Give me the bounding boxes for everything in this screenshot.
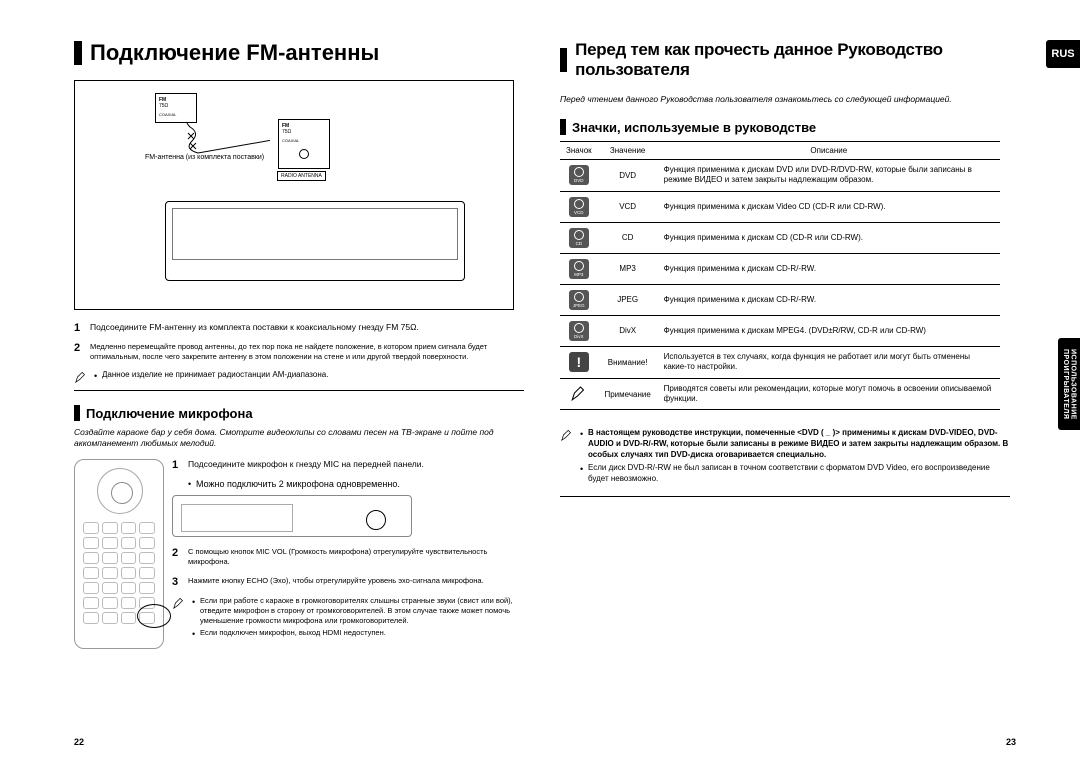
section-icons-title: Значки, используемые в руководстве	[572, 120, 816, 135]
page-num-right: 23	[1006, 737, 1016, 747]
disc-icon: DivX	[569, 321, 589, 341]
subtitle-right: Перед чтением данного Руководства пользо…	[560, 94, 1010, 105]
section-icons: Значки, используемые в руководстве	[560, 119, 1010, 135]
disc-icon: MP3	[569, 259, 589, 279]
row-name: Внимание!	[598, 346, 658, 378]
row-desc: Функция применима к дискам Video CD (CD-…	[658, 191, 1000, 222]
fm-steps: 1Подсоедините FM-антенну из комплекта по…	[74, 322, 524, 362]
note-icon	[560, 428, 574, 442]
disc-icon: JPEG	[569, 290, 589, 310]
disc-icon: VCD	[569, 197, 589, 217]
row-desc: Функция применима к дискам DVD или DVD-R…	[658, 160, 1000, 192]
note-right: В настоящем руководстве инструкции, поме…	[560, 428, 1010, 486]
table-row: JPEGJPEGФункция применима к дискам CD-R/…	[560, 284, 1000, 315]
note-am-text: Данное изделие не принимает радиостанции…	[94, 370, 328, 381]
note-icon	[74, 370, 88, 384]
th-meaning: Значение	[598, 142, 658, 160]
section-mic: Подключение микрофона	[74, 405, 524, 421]
row-name: CD	[598, 222, 658, 253]
disc-icon: !	[569, 352, 589, 372]
mic-step-1: Подсоедините микрофон к гнезду MIC на пе…	[188, 459, 424, 471]
mic-block: 1Подсоедините микрофон к гнезду MIC на п…	[74, 459, 524, 649]
title-right-text: Перед тем как прочесть данное Руководств…	[575, 40, 1010, 80]
side-tab: ИСПОЛЬЗОВАНИЕ ПРОИГРЫВАТЕЛЯ	[1058, 338, 1080, 430]
table-row: VCDVCDФункция применима к дискам Video C…	[560, 191, 1000, 222]
fm-box-2: FM75Ω COAXIAL	[278, 119, 330, 169]
step-a2: Медленно перемещайте провод антенны, до …	[90, 342, 524, 362]
table-row: ! Внимание!Используется в тех случаях, ко…	[560, 346, 1000, 378]
fm-diagram: FM75Ω COAXIAL FM75Ω COAXIAL RADIO ANTENN…	[74, 80, 514, 310]
mic-step-2: С помощью кнопок MIC VOL (Громкость микр…	[188, 547, 524, 567]
note-icon	[172, 596, 186, 610]
note-mic: Если при работе с караоке в громкоговори…	[172, 596, 524, 641]
note-right-2: Если диск DVD-R/-RW не был записан в точ…	[580, 463, 1010, 485]
row-name: JPEG	[598, 284, 658, 315]
title-left: Подключение FM-антенны	[74, 40, 524, 66]
title-tick	[74, 41, 82, 65]
mic-step-3: Нажмите кнопку ECHO (Эхо), чтобы отрегул…	[188, 576, 484, 588]
table-row: MP3MP3Функция применима к дискам CD-R/-R…	[560, 253, 1000, 284]
fm-box-1: FM75Ω COAXIAL	[155, 93, 197, 123]
row-name: DivX	[598, 315, 658, 346]
row-desc: Функция применима к дискам CD-R/-RW.	[658, 253, 1000, 284]
table-row: ПримечаниеПриводятся советы или рекоменд…	[560, 378, 1000, 410]
page-right: Перед тем как прочесть данное Руководств…	[560, 40, 1010, 740]
rus-tab: RUS	[1046, 40, 1080, 68]
row-desc: Приводятся советы или рекомендации, кото…	[658, 378, 1000, 410]
note-mic-1: Если при работе с караоке в громкоговори…	[192, 596, 524, 626]
th-icon: Значок	[560, 142, 598, 160]
radio-antenna-label: RADIO ANTENNA	[277, 171, 326, 181]
row-name: VCD	[598, 191, 658, 222]
step-a1: Подсоедините FM-антенну из комплекта пос…	[90, 322, 419, 334]
title-left-text: Подключение FM-антенны	[90, 40, 379, 66]
device-rear	[165, 201, 465, 281]
section-mic-intro: Создайте караоке бар у себя дома. Смотри…	[74, 427, 524, 449]
row-desc: Используется в тех случаях, когда функци…	[658, 346, 1000, 378]
title-right: Перед тем как прочесть данное Руководств…	[560, 40, 1010, 80]
page-left: Подключение FM-антенны FM75Ω COAXIAL FM7…	[74, 40, 524, 740]
table-row: CDCDФункция применима к дискам CD (CD-R …	[560, 222, 1000, 253]
section-mic-title: Подключение микрофона	[86, 406, 253, 421]
row-name: DVD	[598, 160, 658, 192]
th-desc: Описание	[658, 142, 1000, 160]
page-num-left: 22	[74, 737, 84, 747]
row-desc: Функция применима к дискам MPEG4. (DVD±R…	[658, 315, 1000, 346]
player-front	[172, 495, 412, 537]
mic-sub1: Можно подключить 2 микрофона одновременн…	[188, 479, 524, 489]
note-am: Данное изделие не принимает радиостанции…	[74, 370, 524, 384]
table-row: DivXDivXФункция применима к дискам MPEG4…	[560, 315, 1000, 346]
remote-diagram	[74, 459, 164, 649]
row-name: Примечание	[598, 378, 658, 410]
row-desc: Функция применима к дискам CD-R/-RW.	[658, 284, 1000, 315]
row-name: MP3	[598, 253, 658, 284]
disc-icon	[570, 384, 588, 404]
disc-icon: DVD	[569, 165, 589, 185]
table-row: DVDDVDФункция применима к дискам DVD или…	[560, 160, 1000, 192]
note-mic-2: Если подключен микрофон, выход HDMI недо…	[192, 628, 524, 638]
icons-table: Значок Значение Описание DVDDVDФункция п…	[560, 141, 1000, 410]
row-desc: Функция применима к дискам CD (CD-R или …	[658, 222, 1000, 253]
disc-icon: CD	[569, 228, 589, 248]
note-right-1: В настоящем руководстве инструкции, поме…	[580, 428, 1010, 460]
antenna-caption: FM-антенна (из комплекта поставки)	[145, 154, 264, 161]
